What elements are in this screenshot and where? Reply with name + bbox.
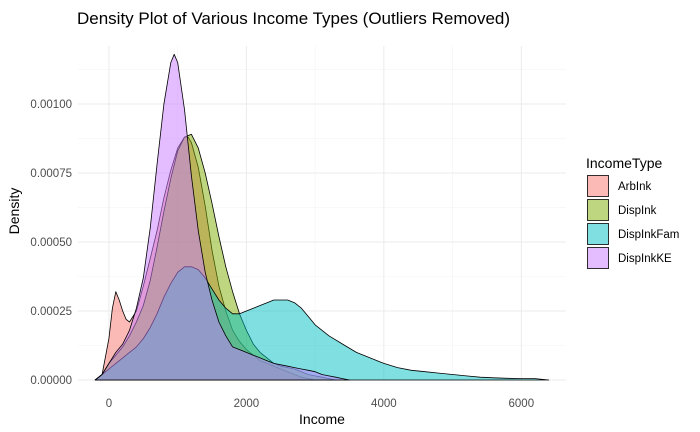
y-axis-title: Density bbox=[6, 188, 22, 235]
legend-key-arbink bbox=[587, 175, 609, 197]
x-tick-label: 2000 bbox=[234, 398, 260, 410]
axis-ticks: 0 2000 4000 6000 0.00000 0.00025 0.00050 0.0007… bbox=[30, 99, 534, 410]
legend-label-arbink: ArbInk bbox=[618, 181, 651, 193]
y-tick-label: 0.00100 bbox=[30, 99, 72, 111]
legend-items: ArbInk DispInk DispInkFam DispInkKE bbox=[587, 175, 679, 269]
y-tick-label: 0.00075 bbox=[30, 168, 72, 180]
legend-title: IncomeType bbox=[586, 155, 662, 171]
legend-key-dispinkke bbox=[587, 247, 609, 269]
x-tick-label: 4000 bbox=[371, 398, 397, 410]
x-axis-title: Income bbox=[299, 411, 345, 427]
legend-key-dispinkfam bbox=[587, 223, 609, 245]
legend-label-dispink: DispInk bbox=[618, 205, 657, 217]
y-tick-label: 0.00025 bbox=[30, 306, 72, 318]
x-tick-label: 0 bbox=[106, 398, 112, 410]
y-tick-label: 0.00000 bbox=[30, 375, 72, 387]
x-tick-label: 6000 bbox=[509, 398, 535, 410]
legend-key-dispink bbox=[587, 199, 609, 221]
legend-label-dispinkke: DispInkKE bbox=[618, 253, 672, 265]
density-area-dispinkke bbox=[94, 53, 350, 381]
chart-title: Density Plot of Various Income Types (Ou… bbox=[77, 9, 510, 28]
legend-label-dispinkfam: DispInkFam bbox=[618, 229, 679, 241]
density-areas bbox=[94, 53, 550, 381]
y-tick-label: 0.00050 bbox=[30, 237, 72, 249]
legend: IncomeType ArbInk DispInk DispInkFam DispIn… bbox=[586, 155, 679, 269]
